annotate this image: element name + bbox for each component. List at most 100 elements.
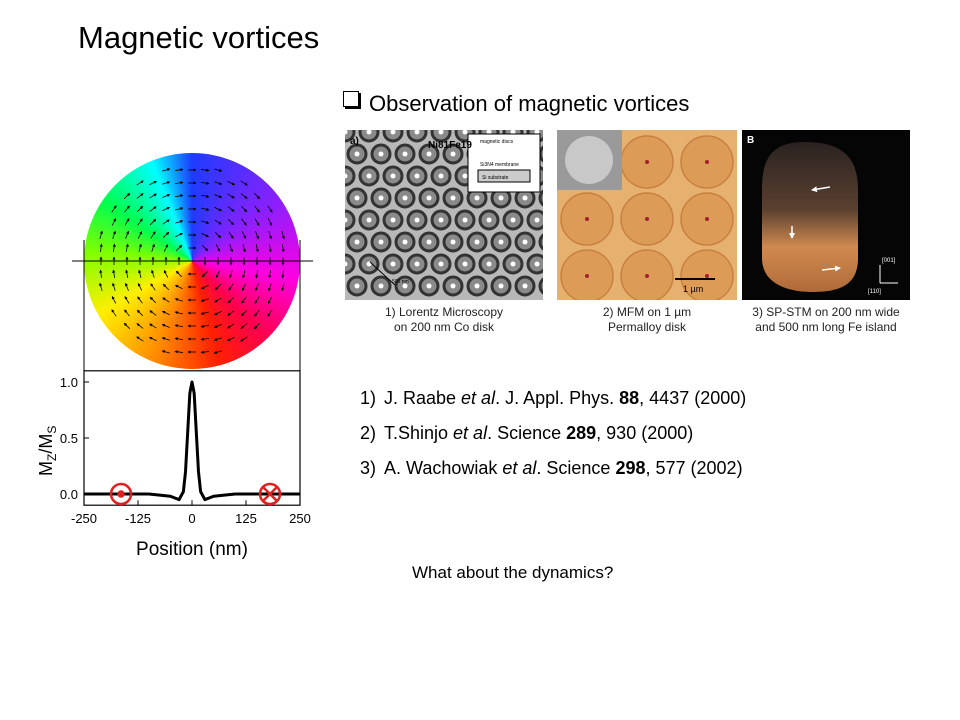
field-arrow [174,298,183,302]
field-arrow [200,168,210,172]
x-tick-label: 0 [188,511,195,526]
disk-ring [358,130,380,143]
field-arrow [137,230,143,239]
disk-core [438,130,444,135]
disk-core [402,151,408,157]
figure-text: [110] [868,289,881,295]
disk-core [345,261,348,267]
slide-title: Magnetic vortices [78,20,320,55]
disk-core [450,195,456,201]
field-arrow [161,350,170,354]
reference-text: T.Shinjo [384,423,454,443]
field-arrow [149,310,157,316]
field-arrow [175,207,184,211]
field-arrow [253,322,261,330]
reference: 3) A. Wachowiak et al. Science 298, 577 (… [360,458,743,479]
field-arrow [125,269,129,279]
field-arrow [125,243,129,253]
mfm-core [705,160,709,164]
profile-plot: 0.0 0.5 1.0 -250 -125 0 125 250 Position (nm) MZ/… [36,370,311,560]
field-arrow [111,309,117,317]
field-arrow [136,323,144,329]
field-arrow [99,282,103,291]
y-axis-label: MZ/MS [36,426,59,476]
profile-line [84,380,300,502]
field-arrow [123,192,131,200]
field-arrow [268,231,272,240]
field-arrow [174,311,183,315]
field-arrow [281,243,285,253]
question: What about the dynamics? [412,563,614,582]
field-arrow [162,181,171,185]
field-arrow [214,283,222,291]
field-arrow [137,218,143,226]
x-tick-label: -250 [71,511,97,526]
field-arrow [138,269,142,278]
field-arrow [214,181,223,185]
field-arrow [201,270,209,278]
figure-caption: 1) Lorentz Microscopy on 200 nm Co disk [345,305,543,335]
figure-text: Si substrate [482,175,509,181]
reference-text: , 930 (2000) [596,423,694,443]
reference-text: . J. Appl. Phys. [495,388,620,408]
field-arrow [151,243,155,252]
field-arrow [124,296,130,304]
disk-core [354,151,360,157]
field-arrow [201,220,210,224]
field-arrow [162,194,171,198]
field-arrow [123,322,131,330]
field-arrow [240,205,248,213]
field-arrow [267,309,273,317]
field-arrow [253,192,261,200]
field-arrow [267,218,273,227]
field-arrow [281,283,285,292]
disk-core [462,217,468,223]
reference-text: 298 [615,458,646,478]
field-arrow [254,218,260,226]
field-arrow [201,207,210,211]
field-arrow [112,269,116,279]
field-arrow [137,282,143,291]
field-arrow [201,244,209,252]
field-arrow [227,323,235,329]
field-arrow [175,232,184,238]
disk-core [354,283,360,289]
disk-core [486,261,492,267]
field-arrow [111,295,117,304]
disk-ring [538,233,543,251]
field-arrow [99,269,103,279]
disk-core [474,195,480,201]
disk-core [438,261,444,267]
field-arrow [201,232,210,238]
disk-ring [382,130,404,143]
disk-core [378,239,384,245]
mfm-core [645,217,649,221]
field-arrow [149,323,157,329]
disk-core [486,217,492,223]
disk-core [414,130,420,135]
disk-core [498,283,504,289]
figure-text: magnetic discs [480,139,514,145]
figure-text: [001] [882,258,896,264]
vortex-arrows [99,168,285,354]
field-arrow [136,205,144,213]
disk-core [438,217,444,223]
reference-number: 3) [360,458,377,478]
field-arrow [149,296,157,304]
field-arrow [136,309,144,317]
disk-core [450,283,456,289]
field-arrow [161,337,170,341]
disk-core [378,151,384,157]
field-arrow [200,194,210,198]
field-arrow [149,218,157,226]
field-arrow [227,206,235,212]
disk-core [450,239,456,245]
field-arrow [240,193,248,199]
field-arrow [227,296,235,304]
field-arrow [163,269,169,278]
field-arrow [214,194,223,198]
y-tick-label: 1.0 [60,375,78,390]
field-arrow [149,193,157,199]
field-arrow [136,336,144,342]
field-arrow [268,283,272,292]
